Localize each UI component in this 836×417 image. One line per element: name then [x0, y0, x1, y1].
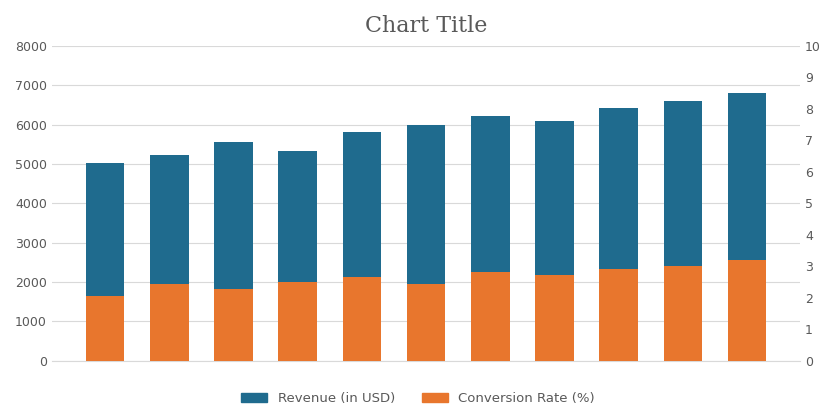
Bar — [214, 289, 252, 361]
Bar — [407, 125, 446, 361]
Bar — [343, 277, 381, 361]
Bar — [664, 266, 702, 361]
Bar — [599, 269, 638, 361]
Bar — [150, 155, 189, 361]
Legend: Revenue (in USD), Conversion Rate (%): Revenue (in USD), Conversion Rate (%) — [236, 387, 600, 410]
Bar — [278, 282, 317, 361]
Bar — [535, 275, 573, 361]
Bar — [471, 272, 509, 361]
Bar — [407, 284, 446, 361]
Title: Chart Title: Chart Title — [364, 15, 487, 37]
Bar — [599, 108, 638, 361]
Bar — [727, 260, 767, 361]
Bar — [86, 163, 125, 361]
Bar — [86, 296, 125, 361]
Bar — [727, 93, 767, 361]
Bar — [214, 142, 252, 361]
Bar — [664, 101, 702, 361]
Bar — [150, 284, 189, 361]
Bar — [535, 121, 573, 361]
Bar — [343, 132, 381, 361]
Bar — [471, 116, 509, 361]
Bar — [278, 151, 317, 361]
